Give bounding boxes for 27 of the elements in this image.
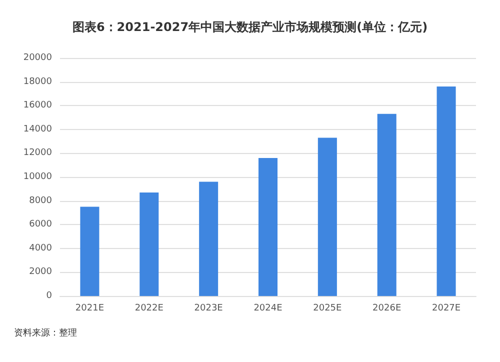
x-tick-label: 2022E bbox=[134, 304, 164, 314]
x-tick-label: 2027E bbox=[432, 304, 461, 314]
y-tick-label: 10000 bbox=[23, 172, 52, 182]
y-tick-label: 2000 bbox=[29, 267, 52, 278]
bar bbox=[436, 86, 456, 296]
x-tick-label: 2023E bbox=[194, 304, 224, 314]
bar bbox=[80, 206, 100, 296]
x-tick-label: 2026E bbox=[372, 304, 402, 314]
bar bbox=[258, 158, 278, 296]
x-tick-label: 2024E bbox=[254, 304, 283, 314]
bar bbox=[318, 138, 337, 296]
y-tick-label: 20000 bbox=[23, 53, 52, 63]
y-tick-label: 4000 bbox=[29, 243, 52, 254]
x-tick-label: 2021E bbox=[75, 304, 104, 314]
bar bbox=[199, 182, 218, 296]
bar bbox=[377, 114, 396, 296]
bar bbox=[140, 192, 159, 296]
y-tick-label: 6000 bbox=[29, 220, 52, 230]
y-tick-label: 8000 bbox=[29, 196, 52, 206]
y-tick-label: 0 bbox=[46, 291, 52, 301]
text: 资料来源：整理 bbox=[14, 328, 77, 338]
y-tick-label: 12000 bbox=[23, 148, 52, 158]
y-tick-label: 16000 bbox=[23, 100, 52, 111]
y-tick-label: 18000 bbox=[23, 76, 52, 87]
y-tick-label: 14000 bbox=[23, 124, 52, 134]
chart-title: 图表6：2021-2027年中国大数据产业市场规模预测(单位：亿元) bbox=[72, 20, 428, 34]
x-tick-label: 2025E bbox=[313, 304, 342, 314]
